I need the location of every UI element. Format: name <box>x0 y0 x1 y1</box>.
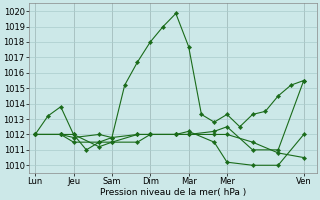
X-axis label: Pression niveau de la mer( hPa ): Pression niveau de la mer( hPa ) <box>100 188 246 197</box>
